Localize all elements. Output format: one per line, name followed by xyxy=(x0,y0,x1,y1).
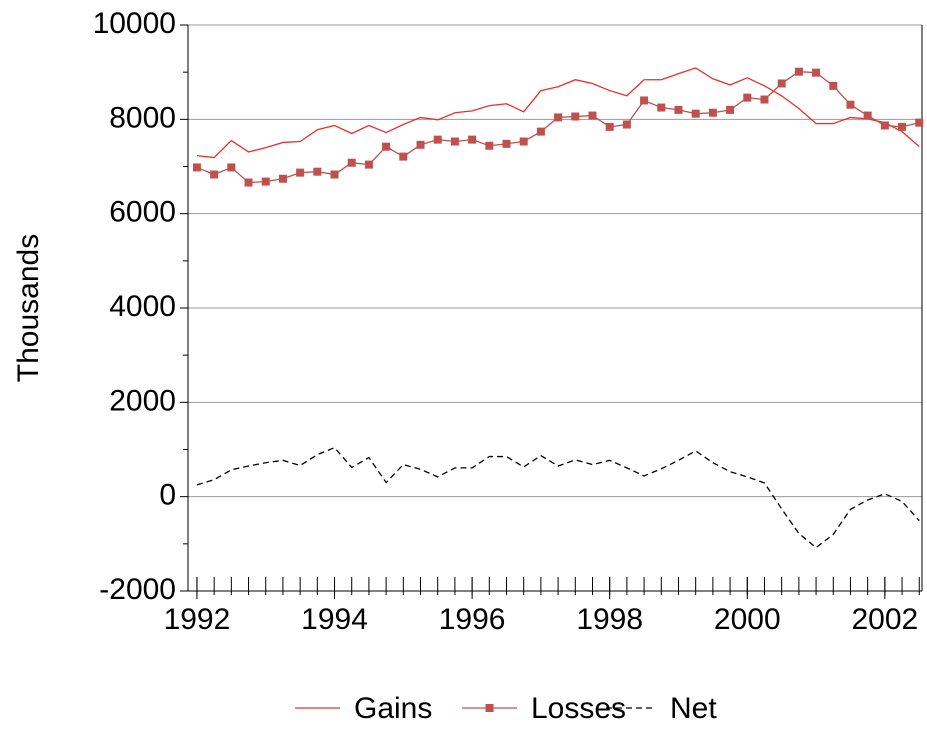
x-tick-label: 2000 xyxy=(714,603,781,636)
y-tick-label: 6000 xyxy=(109,196,176,229)
marker xyxy=(691,109,700,118)
y-axis-label: Thousands xyxy=(12,234,45,382)
x-tick-label: 1996 xyxy=(439,603,506,636)
y-tick-label: 4000 xyxy=(109,290,176,323)
y-tick-label: 0 xyxy=(159,479,176,512)
marker xyxy=(777,79,786,88)
marker xyxy=(382,142,391,151)
y-tick-label: -2000 xyxy=(99,573,176,606)
marker xyxy=(915,118,924,127)
series-line xyxy=(196,446,920,549)
marker xyxy=(450,137,459,146)
marker xyxy=(760,95,769,104)
marker xyxy=(192,163,201,172)
series-line xyxy=(196,71,920,184)
marker xyxy=(433,135,442,144)
x-tick-label: 2002 xyxy=(851,603,918,636)
marker xyxy=(846,100,855,109)
marker xyxy=(571,112,580,121)
marker xyxy=(416,140,425,149)
marker xyxy=(227,163,236,172)
marker xyxy=(313,167,322,176)
marker xyxy=(502,139,511,148)
marker xyxy=(364,160,373,169)
marker xyxy=(880,121,889,130)
marker xyxy=(657,103,666,112)
marker xyxy=(536,127,545,136)
x-tick-label: 1992 xyxy=(164,603,231,636)
legend-label: Gains xyxy=(354,692,432,725)
marker xyxy=(588,111,597,120)
marker xyxy=(296,168,305,177)
legend-label: Net xyxy=(670,692,717,725)
marker xyxy=(485,141,494,150)
marker xyxy=(726,105,735,114)
marker xyxy=(674,105,683,114)
marker xyxy=(743,93,752,102)
series-line xyxy=(196,67,920,159)
marker xyxy=(261,177,270,186)
marker xyxy=(812,68,821,77)
marker xyxy=(468,135,477,144)
marker xyxy=(347,158,356,167)
marker xyxy=(210,170,219,179)
marker xyxy=(829,81,838,90)
y-tick-label: 8000 xyxy=(109,101,176,134)
marker xyxy=(278,174,287,183)
marker xyxy=(708,108,717,117)
marker xyxy=(605,122,614,131)
y-tick-label: 10000 xyxy=(93,7,176,40)
marker xyxy=(863,111,872,120)
marker xyxy=(330,170,339,179)
marker xyxy=(244,178,253,187)
x-tick-label: 1998 xyxy=(576,603,643,636)
marker xyxy=(554,113,563,122)
marker xyxy=(640,96,649,105)
marker xyxy=(399,152,408,161)
marker xyxy=(898,122,907,131)
y-tick-label: 2000 xyxy=(109,384,176,417)
marker xyxy=(519,137,528,146)
legend-marker xyxy=(485,704,494,712)
x-tick-label: 1994 xyxy=(301,603,368,636)
marker xyxy=(794,67,803,76)
marker xyxy=(622,120,631,129)
